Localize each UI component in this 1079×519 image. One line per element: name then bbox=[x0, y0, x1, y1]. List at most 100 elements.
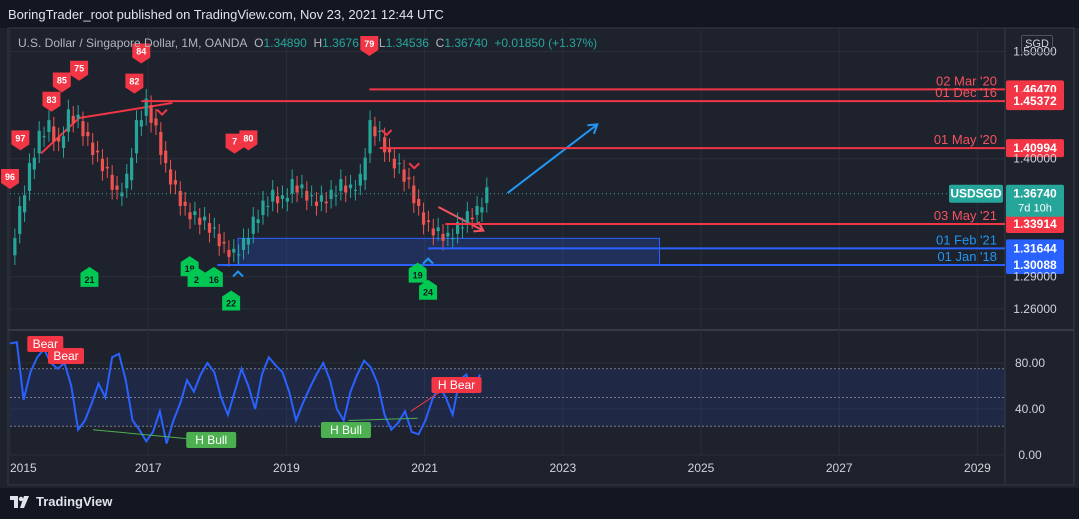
candle bbox=[295, 175, 299, 203]
candle bbox=[455, 212, 460, 244]
bull-divergence-line bbox=[348, 417, 418, 421]
candle bbox=[57, 127, 61, 152]
price-axis-tag: 1.40994 bbox=[1006, 139, 1064, 158]
candle bbox=[52, 116, 56, 152]
level-label: 03 May '21 bbox=[934, 208, 997, 223]
candle bbox=[115, 175, 119, 200]
bearish-trend-line bbox=[78, 101, 173, 119]
osc-y-tick-label: 40.00 bbox=[1015, 402, 1045, 416]
candle bbox=[198, 208, 202, 235]
candle bbox=[125, 164, 129, 198]
candle bbox=[339, 169, 343, 201]
level-label: 02 Mar '20 bbox=[936, 73, 997, 88]
price-axis-tag: 1.30088 bbox=[1006, 256, 1064, 275]
tradingview-logo[interactable]: TradingView bbox=[10, 494, 112, 509]
candle bbox=[159, 122, 163, 165]
svg-text:75: 75 bbox=[74, 64, 84, 74]
y-tick-label: 1.26000 bbox=[1013, 302, 1057, 316]
candle bbox=[280, 185, 285, 209]
candle bbox=[256, 209, 260, 233]
candle bbox=[217, 224, 221, 256]
candle bbox=[378, 121, 382, 142]
x-tick-label: 2015 bbox=[10, 461, 37, 475]
svg-text:97: 97 bbox=[15, 133, 25, 143]
buy-marker: 19 bbox=[408, 262, 427, 283]
candle bbox=[475, 196, 479, 225]
candle bbox=[460, 217, 465, 239]
candle bbox=[86, 122, 90, 146]
x-tick-label: 2025 bbox=[688, 461, 715, 475]
price-axis-tag: 1.31644 bbox=[1006, 239, 1064, 258]
sell-marker: 97 bbox=[11, 130, 30, 151]
level-label: 01 May '20 bbox=[934, 132, 997, 147]
candle bbox=[130, 148, 134, 190]
candle bbox=[334, 185, 338, 206]
close-label: C bbox=[435, 36, 445, 50]
price-level: 01 Jan '18 bbox=[217, 249, 1005, 267]
candle bbox=[314, 191, 319, 216]
chart-legend: U.S. Dollar / Singapore Dollar, 1M, OAND… bbox=[18, 36, 597, 50]
buy-marker: 22 bbox=[222, 290, 241, 311]
candle bbox=[271, 180, 275, 212]
candle bbox=[227, 240, 231, 267]
bullish-chevron-icon bbox=[422, 257, 434, 265]
candle bbox=[470, 208, 474, 229]
level-label: 01 Dec '16 bbox=[935, 85, 997, 100]
osc-y-tick-label: 0.00 bbox=[1018, 448, 1042, 462]
svg-text:7: 7 bbox=[232, 137, 237, 147]
candle bbox=[431, 218, 435, 246]
change-value: +0.01850 (+1.37%) bbox=[494, 36, 598, 50]
candle bbox=[310, 185, 314, 206]
currency-button[interactable]: SGD bbox=[1021, 35, 1053, 53]
candle bbox=[61, 126, 66, 158]
candle bbox=[426, 210, 431, 232]
tradingview-icon bbox=[10, 495, 29, 508]
candle bbox=[22, 185, 27, 223]
svg-text:1.40994: 1.40994 bbox=[1013, 141, 1057, 155]
svg-text:H Bull: H Bull bbox=[330, 423, 362, 437]
candle bbox=[319, 185, 323, 212]
y-tick-label: 1.50000 bbox=[1013, 44, 1057, 58]
chart-panel[interactable] bbox=[0, 28, 1079, 488]
time-axis: 2015 2017 2019 2021 2023 2025 2027 2029 bbox=[10, 461, 991, 475]
candle bbox=[392, 149, 396, 179]
sell-marker: 79 bbox=[360, 36, 379, 57]
svg-text:16: 16 bbox=[209, 275, 219, 285]
symbol-title: U.S. Dollar / Singapore Dollar, 1M, OAND… bbox=[18, 36, 248, 50]
candle bbox=[407, 167, 411, 189]
svg-text:80: 80 bbox=[243, 133, 253, 143]
candle bbox=[32, 148, 36, 180]
candle bbox=[246, 228, 250, 255]
bearish-chevron-icon bbox=[156, 108, 168, 117]
svg-text:H Bear: H Bear bbox=[438, 378, 475, 392]
candle bbox=[188, 202, 192, 229]
candle bbox=[100, 149, 105, 181]
bear-label: Bear bbox=[48, 348, 85, 364]
candle bbox=[353, 180, 358, 201]
price-axis-tag: 1.33914 bbox=[1006, 215, 1064, 234]
oscillator-line bbox=[9, 341, 481, 444]
candle bbox=[324, 191, 328, 213]
x-tick-label: 2019 bbox=[273, 461, 300, 475]
candle bbox=[42, 126, 46, 147]
svg-text:83: 83 bbox=[46, 95, 56, 105]
svg-text:2: 2 bbox=[194, 275, 199, 285]
grid bbox=[7, 27, 1075, 486]
svg-text:21: 21 bbox=[84, 275, 94, 285]
candle bbox=[76, 105, 80, 129]
candle bbox=[27, 153, 32, 201]
candle bbox=[266, 196, 270, 217]
y-tick-label: 1.40000 bbox=[1013, 152, 1057, 166]
sell-marker: 84 bbox=[132, 43, 151, 64]
candle bbox=[193, 201, 197, 225]
candle bbox=[212, 217, 216, 239]
svg-text:USDSGD: USDSGD bbox=[950, 187, 1002, 201]
svg-text:1.33914: 1.33914 bbox=[1013, 217, 1057, 231]
candle bbox=[387, 138, 392, 162]
bullish-projection-arrow bbox=[506, 123, 599, 194]
candle bbox=[446, 223, 450, 247]
x-tick-label: 2017 bbox=[135, 461, 162, 475]
svg-text:1.45372: 1.45372 bbox=[1013, 94, 1057, 108]
